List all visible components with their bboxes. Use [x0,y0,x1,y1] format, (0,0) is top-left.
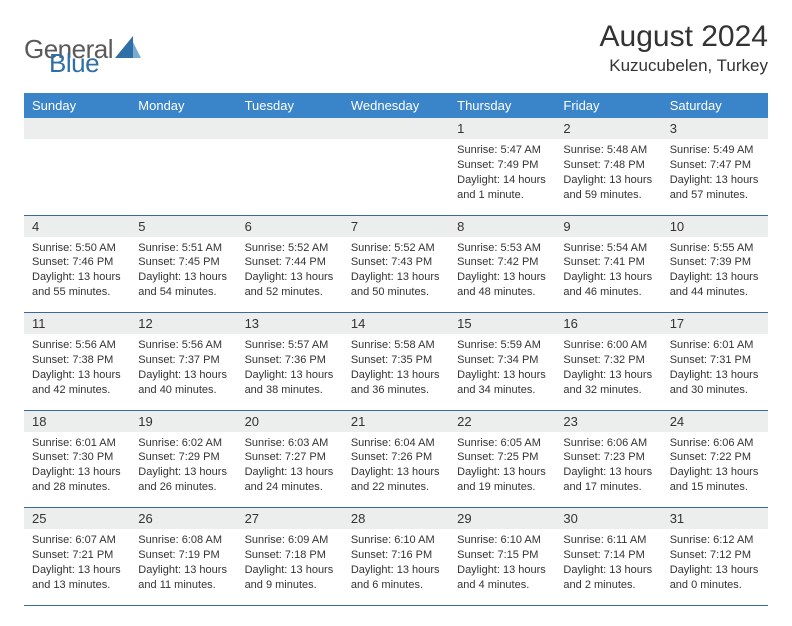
day-number-cell: 14 [343,313,449,335]
day-number-cell: 3 [662,118,768,139]
day-number-cell: 21 [343,410,449,432]
day-number-cell: 28 [343,508,449,530]
day-number-cell [343,118,449,139]
day-number-cell [24,118,130,139]
day-content-cell: Sunrise: 6:08 AM Sunset: 7:19 PM Dayligh… [130,529,236,605]
day-content-cell: Sunrise: 6:05 AM Sunset: 7:25 PM Dayligh… [449,432,555,508]
weekday-header: Friday [555,93,661,118]
day-number-row: 25262728293031 [24,508,768,530]
weekday-header: Wednesday [343,93,449,118]
day-number-cell: 2 [555,118,661,139]
day-content-row: Sunrise: 5:47 AM Sunset: 7:49 PM Dayligh… [24,139,768,215]
day-content-cell: Sunrise: 5:52 AM Sunset: 7:43 PM Dayligh… [343,237,449,313]
day-content-cell [24,139,130,215]
day-number-cell: 5 [130,215,236,237]
day-number-cell: 27 [237,508,343,530]
day-content-cell: Sunrise: 5:53 AM Sunset: 7:42 PM Dayligh… [449,237,555,313]
day-content-cell: Sunrise: 6:06 AM Sunset: 7:23 PM Dayligh… [555,432,661,508]
day-content-cell: Sunrise: 5:48 AM Sunset: 7:48 PM Dayligh… [555,139,661,215]
weekday-header: Saturday [662,93,768,118]
day-content-cell: Sunrise: 5:57 AM Sunset: 7:36 PM Dayligh… [237,334,343,410]
day-content-cell: Sunrise: 5:50 AM Sunset: 7:46 PM Dayligh… [24,237,130,313]
day-content-cell: Sunrise: 5:47 AM Sunset: 7:49 PM Dayligh… [449,139,555,215]
day-content-cell [130,139,236,215]
logo-triangle-icon [115,36,141,63]
day-number-cell: 31 [662,508,768,530]
calendar-body: 123Sunrise: 5:47 AM Sunset: 7:49 PM Dayl… [24,118,768,605]
day-number-cell: 7 [343,215,449,237]
day-content-cell: Sunrise: 6:06 AM Sunset: 7:22 PM Dayligh… [662,432,768,508]
day-content-cell: Sunrise: 5:59 AM Sunset: 7:34 PM Dayligh… [449,334,555,410]
location: Kuzucubelen, Turkey [600,56,768,76]
logo: General Blue [24,20,99,79]
day-content-row: Sunrise: 6:01 AM Sunset: 7:30 PM Dayligh… [24,432,768,508]
day-content-cell: Sunrise: 5:49 AM Sunset: 7:47 PM Dayligh… [662,139,768,215]
day-content-cell: Sunrise: 6:01 AM Sunset: 7:30 PM Dayligh… [24,432,130,508]
day-content-cell: Sunrise: 6:00 AM Sunset: 7:32 PM Dayligh… [555,334,661,410]
day-content-cell: Sunrise: 5:58 AM Sunset: 7:35 PM Dayligh… [343,334,449,410]
day-content-cell: Sunrise: 6:09 AM Sunset: 7:18 PM Dayligh… [237,529,343,605]
day-content-cell: Sunrise: 6:10 AM Sunset: 7:16 PM Dayligh… [343,529,449,605]
day-number-cell: 22 [449,410,555,432]
weekday-header: Sunday [24,93,130,118]
day-content-cell: Sunrise: 6:12 AM Sunset: 7:12 PM Dayligh… [662,529,768,605]
day-number-cell: 17 [662,313,768,335]
day-number-cell: 10 [662,215,768,237]
day-content-cell: Sunrise: 6:03 AM Sunset: 7:27 PM Dayligh… [237,432,343,508]
day-number-row: 123 [24,118,768,139]
day-number-cell: 1 [449,118,555,139]
day-number-cell: 26 [130,508,236,530]
day-content-cell: Sunrise: 6:11 AM Sunset: 7:14 PM Dayligh… [555,529,661,605]
day-number-cell: 16 [555,313,661,335]
day-content-cell: Sunrise: 5:52 AM Sunset: 7:44 PM Dayligh… [237,237,343,313]
weekday-header: Monday [130,93,236,118]
day-content-cell: Sunrise: 5:55 AM Sunset: 7:39 PM Dayligh… [662,237,768,313]
day-content-cell [343,139,449,215]
day-content-cell: Sunrise: 6:10 AM Sunset: 7:15 PM Dayligh… [449,529,555,605]
day-number-cell: 12 [130,313,236,335]
day-number-row: 11121314151617 [24,313,768,335]
day-number-cell: 25 [24,508,130,530]
day-number-cell: 24 [662,410,768,432]
title-block: August 2024 Kuzucubelen, Turkey [600,20,768,76]
day-number-cell: 18 [24,410,130,432]
day-content-cell: Sunrise: 6:04 AM Sunset: 7:26 PM Dayligh… [343,432,449,508]
page-header: General Blue August 2024 Kuzucubelen, Tu… [24,20,768,79]
weekday-header: Tuesday [237,93,343,118]
day-number-row: 45678910 [24,215,768,237]
day-number-cell: 11 [24,313,130,335]
day-content-row: Sunrise: 5:50 AM Sunset: 7:46 PM Dayligh… [24,237,768,313]
day-number-cell: 30 [555,508,661,530]
day-number-cell: 13 [237,313,343,335]
day-number-cell: 19 [130,410,236,432]
day-number-cell [130,118,236,139]
day-number-cell: 15 [449,313,555,335]
calendar-table: Sunday Monday Tuesday Wednesday Thursday… [24,93,768,606]
logo-text-blue: Blue [49,48,99,78]
day-number-cell: 6 [237,215,343,237]
day-number-cell: 23 [555,410,661,432]
calendar-page: General Blue August 2024 Kuzucubelen, Tu… [0,0,792,626]
day-content-cell [237,139,343,215]
month-title: August 2024 [600,20,768,54]
weekday-header-row: Sunday Monday Tuesday Wednesday Thursday… [24,93,768,118]
day-content-row: Sunrise: 5:56 AM Sunset: 7:38 PM Dayligh… [24,334,768,410]
day-number-cell [237,118,343,139]
day-number-cell: 8 [449,215,555,237]
day-content-cell: Sunrise: 5:56 AM Sunset: 7:37 PM Dayligh… [130,334,236,410]
day-content-cell: Sunrise: 5:54 AM Sunset: 7:41 PM Dayligh… [555,237,661,313]
day-number-row: 18192021222324 [24,410,768,432]
day-content-row: Sunrise: 6:07 AM Sunset: 7:21 PM Dayligh… [24,529,768,605]
day-content-cell: Sunrise: 6:02 AM Sunset: 7:29 PM Dayligh… [130,432,236,508]
weekday-header: Thursday [449,93,555,118]
day-content-cell: Sunrise: 6:07 AM Sunset: 7:21 PM Dayligh… [24,529,130,605]
day-content-cell: Sunrise: 5:56 AM Sunset: 7:38 PM Dayligh… [24,334,130,410]
day-number-cell: 9 [555,215,661,237]
day-content-cell: Sunrise: 5:51 AM Sunset: 7:45 PM Dayligh… [130,237,236,313]
day-number-cell: 29 [449,508,555,530]
day-content-cell: Sunrise: 6:01 AM Sunset: 7:31 PM Dayligh… [662,334,768,410]
day-number-cell: 4 [24,215,130,237]
day-number-cell: 20 [237,410,343,432]
